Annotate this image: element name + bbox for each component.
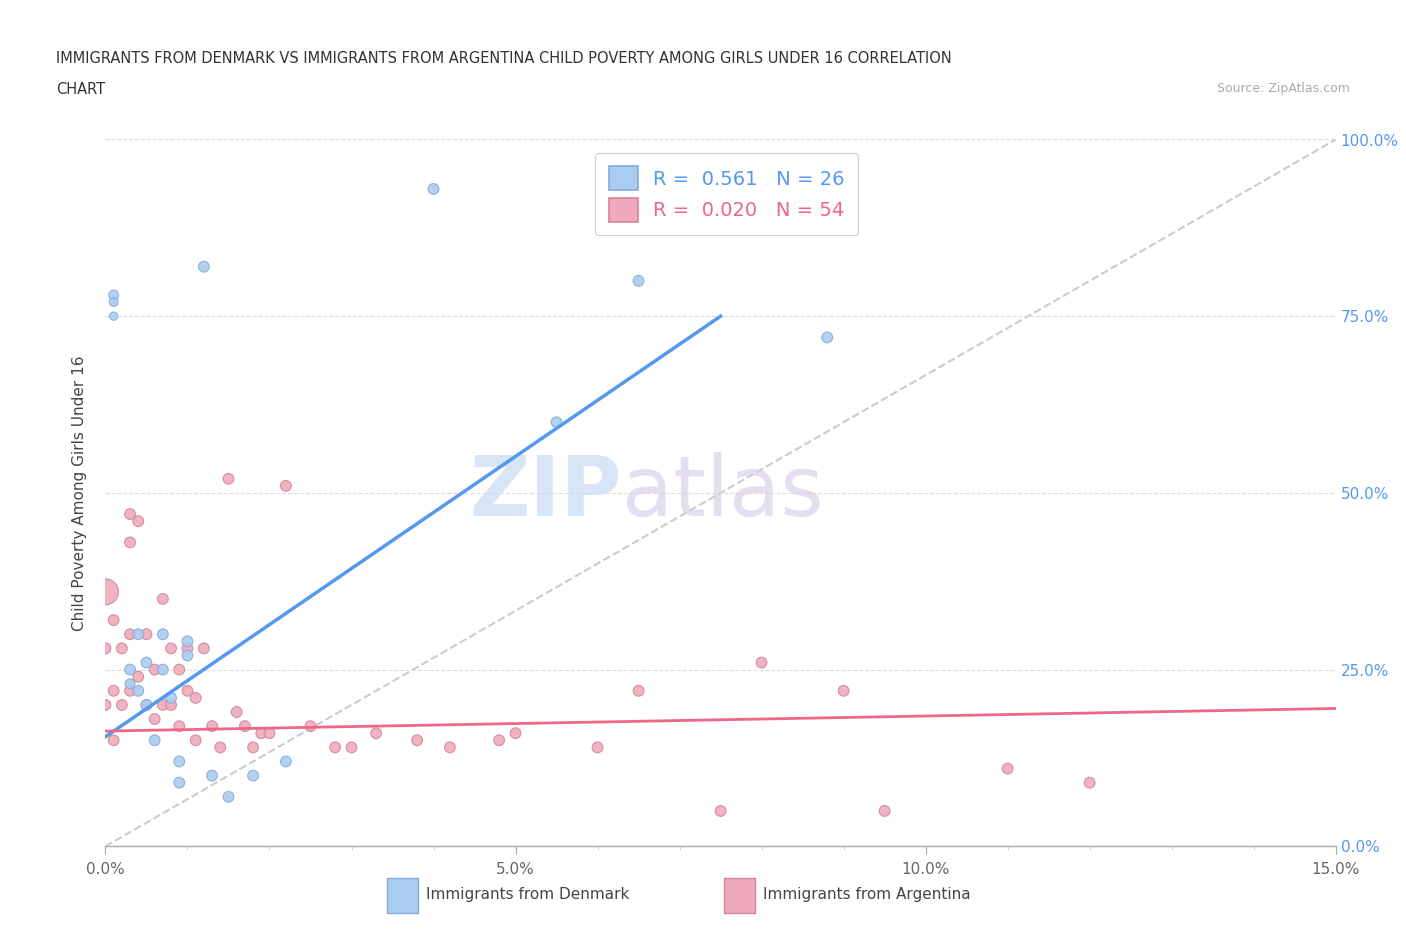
Point xyxy=(152,698,174,712)
Text: IMMIGRANTS FROM DENMARK VS IMMIGRANTS FROM ARGENTINA CHILD POVERTY AMONG GIRLS U: IMMIGRANTS FROM DENMARK VS IMMIGRANTS FR… xyxy=(56,51,952,66)
Point xyxy=(111,698,134,712)
Legend: R =  0.561   N = 26, R =  0.020   N = 54: R = 0.561 N = 26, R = 0.020 N = 54 xyxy=(595,153,859,235)
Point xyxy=(218,472,240,486)
Point xyxy=(103,295,125,310)
Point xyxy=(169,662,191,677)
Point xyxy=(751,655,773,670)
Point xyxy=(546,415,568,430)
Point xyxy=(218,790,240,804)
Point xyxy=(184,690,207,705)
Point xyxy=(710,804,733,818)
Point xyxy=(94,641,117,656)
Point xyxy=(152,662,174,677)
Point xyxy=(176,641,198,656)
Point xyxy=(143,733,166,748)
Text: ZIP: ZIP xyxy=(470,452,621,534)
Point xyxy=(406,733,429,748)
Point xyxy=(832,684,855,698)
Point xyxy=(366,725,388,740)
Point xyxy=(135,698,157,712)
Point xyxy=(94,698,117,712)
Point xyxy=(135,655,157,670)
Point xyxy=(627,684,650,698)
Point xyxy=(111,641,134,656)
Point xyxy=(127,684,149,698)
Point xyxy=(184,733,207,748)
Point xyxy=(242,768,264,783)
Point xyxy=(225,705,247,720)
Point xyxy=(143,711,166,726)
Point xyxy=(323,740,346,755)
Point xyxy=(233,719,256,734)
Point xyxy=(439,740,461,755)
Point xyxy=(259,725,281,740)
Point xyxy=(120,676,141,691)
Point xyxy=(169,719,191,734)
Point xyxy=(201,719,224,734)
Point xyxy=(160,698,183,712)
Text: Source: ZipAtlas.com: Source: ZipAtlas.com xyxy=(1216,82,1350,95)
Point xyxy=(127,627,149,642)
Point xyxy=(127,513,149,528)
Point xyxy=(103,684,125,698)
Point xyxy=(627,273,650,288)
Point xyxy=(152,627,174,642)
Point xyxy=(120,662,141,677)
Point xyxy=(127,670,149,684)
Text: Immigrants from Denmark: Immigrants from Denmark xyxy=(426,887,630,902)
Point xyxy=(103,733,125,748)
Point xyxy=(340,740,363,755)
Point xyxy=(169,754,191,769)
Point xyxy=(135,627,157,642)
Point xyxy=(103,287,125,302)
Point xyxy=(160,641,183,656)
Point xyxy=(103,309,125,324)
Point xyxy=(209,740,232,755)
Point xyxy=(299,719,322,734)
Point xyxy=(997,761,1019,776)
Point xyxy=(250,725,273,740)
Point xyxy=(152,591,174,606)
Text: atlas: atlas xyxy=(621,452,824,534)
Point xyxy=(201,768,224,783)
Point xyxy=(169,776,191,790)
Point xyxy=(815,330,838,345)
Point xyxy=(120,684,141,698)
Point xyxy=(505,725,527,740)
Point xyxy=(135,698,157,712)
Y-axis label: Child Poverty Among Girls Under 16: Child Poverty Among Girls Under 16 xyxy=(72,355,87,631)
Point xyxy=(242,740,264,755)
Point xyxy=(193,641,215,656)
Point xyxy=(274,478,297,493)
Point xyxy=(193,259,215,274)
Point xyxy=(94,584,117,599)
Point xyxy=(120,627,141,642)
Point xyxy=(488,733,510,748)
Point xyxy=(143,662,166,677)
Point xyxy=(586,740,609,755)
Text: CHART: CHART xyxy=(56,82,105,97)
Point xyxy=(422,181,444,196)
Point xyxy=(103,613,125,628)
Point xyxy=(873,804,896,818)
Point xyxy=(176,684,198,698)
Point xyxy=(176,648,198,663)
Point xyxy=(1078,776,1101,790)
Point xyxy=(160,690,183,705)
Text: Immigrants from Argentina: Immigrants from Argentina xyxy=(763,887,972,902)
Point xyxy=(274,754,297,769)
Point xyxy=(176,634,198,649)
Point xyxy=(120,507,141,522)
Point xyxy=(120,535,141,550)
